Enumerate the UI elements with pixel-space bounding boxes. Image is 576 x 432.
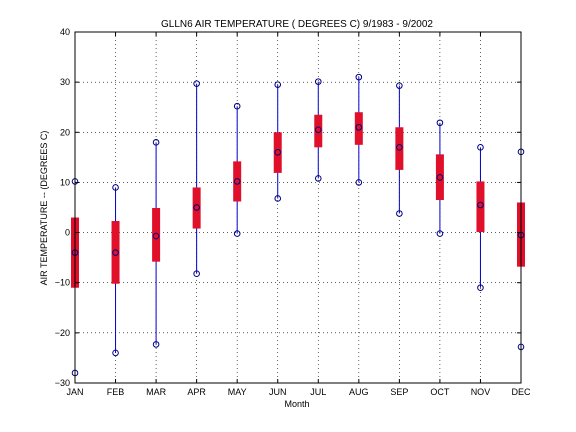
grid-layer — [75, 32, 521, 383]
x-tick-label: OCT — [430, 387, 450, 397]
min-marker — [274, 195, 282, 202]
chart-title: GLLN6 AIR TEMPERATURE ( DEGREES C) 9/198… — [161, 19, 433, 30]
x-tick-label: AUG — [349, 387, 369, 397]
y-tick-label: 20 — [60, 127, 70, 137]
max-marker — [233, 102, 241, 110]
iqr-box — [192, 187, 201, 229]
max-marker — [436, 119, 444, 127]
iqr-box — [273, 132, 282, 173]
median-marker — [112, 249, 119, 256]
iqr-box — [435, 154, 444, 200]
y-tick-label: −10 — [55, 278, 70, 288]
min-marker — [152, 341, 160, 348]
y-tick-label: −20 — [55, 328, 70, 338]
max-marker — [396, 82, 403, 89]
x-tick-label: APR — [187, 387, 206, 397]
iqr-box — [395, 127, 404, 170]
min-marker — [396, 210, 403, 217]
y-tick-label: 0 — [65, 228, 70, 238]
iqr-box — [314, 114, 323, 148]
median-marker — [396, 144, 403, 151]
max-marker — [477, 144, 484, 151]
median-marker — [274, 149, 282, 156]
max-marker — [274, 81, 282, 88]
max-marker — [355, 73, 363, 81]
min-marker — [193, 270, 200, 277]
max-marker — [152, 139, 160, 146]
min-marker — [112, 349, 119, 357]
median-marker — [355, 123, 363, 131]
y-tick-label: 10 — [60, 177, 70, 187]
median-marker — [314, 126, 322, 134]
iqr-box — [233, 161, 242, 202]
median-marker — [233, 178, 241, 185]
x-tick-label: JUN — [269, 387, 287, 397]
median-marker — [436, 174, 444, 181]
max-marker — [112, 184, 119, 191]
iqr-box — [111, 221, 120, 284]
y-tick-label: 40 — [60, 27, 70, 37]
min-marker — [477, 284, 484, 292]
x-axis-label: Month — [284, 399, 309, 409]
max-marker — [314, 78, 322, 85]
x-tick-label: DEC — [511, 387, 531, 397]
iqr-box — [354, 112, 363, 145]
min-marker — [355, 179, 363, 186]
median-marker — [477, 201, 484, 209]
y-tick-label: 30 — [60, 77, 70, 87]
plot-frame — [74, 31, 522, 384]
min-marker — [233, 230, 241, 237]
x-tick-label: MAY — [228, 387, 247, 397]
x-tick-label: JUL — [310, 387, 326, 397]
x-tick-label: FEB — [107, 387, 125, 397]
x-tick-label: NOV — [471, 387, 491, 397]
min-marker — [436, 230, 444, 237]
x-tick-label: SEP — [390, 387, 408, 397]
y-axis-label: AIR TEMPERATURE -- (DEGREES C) — [39, 131, 49, 286]
y-tick-label: −30 — [55, 378, 70, 388]
min-marker — [314, 175, 322, 182]
tick-layer: −30 −20 −10 0 10 20 30 40 JAN FEB MAR APR MAY JUN JUL A… — [55, 27, 531, 397]
box-layer — [71, 73, 525, 377]
median-marker — [193, 204, 200, 211]
max-marker — [193, 80, 200, 87]
x-tick-label: MAR — [146, 387, 167, 397]
median-marker — [152, 232, 160, 240]
iqr-box — [476, 181, 485, 233]
iqr-box — [152, 208, 161, 262]
x-tick-label: JAN — [66, 387, 83, 397]
